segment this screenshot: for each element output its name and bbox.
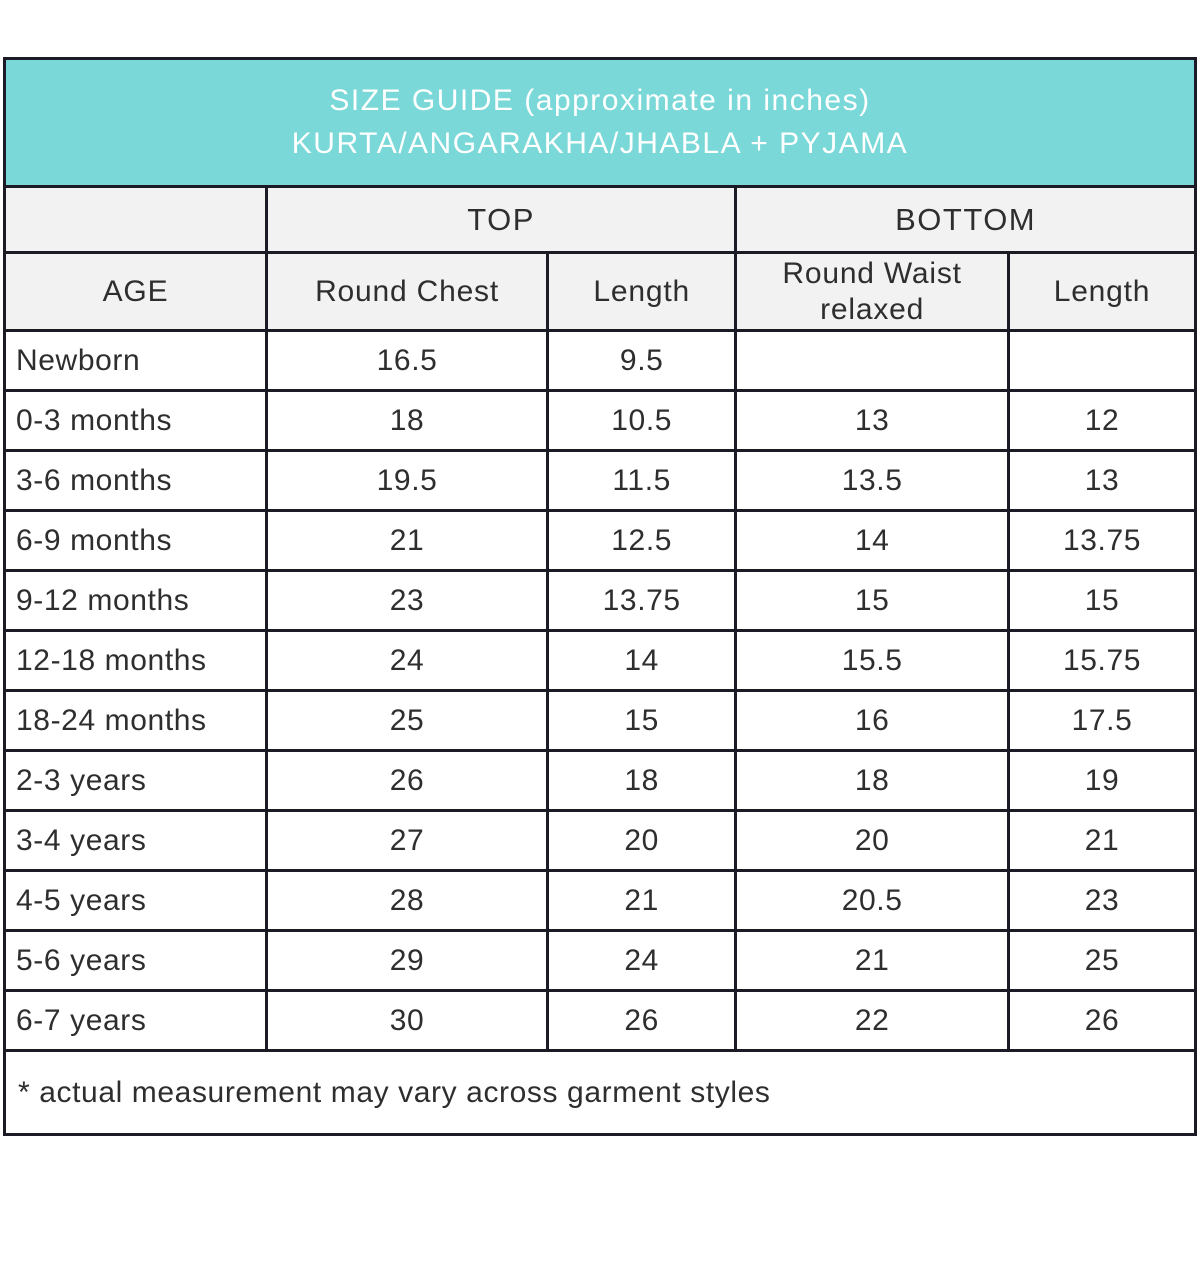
round-chest-cell: 24	[265, 629, 550, 692]
round-waist-cell: 14	[734, 509, 1010, 572]
table-row-3-4-years: 3-4 years 27 20 20 21	[2, 809, 1198, 872]
top-length-cell: 9.5	[546, 329, 738, 392]
round-waist-cell: 15	[734, 569, 1010, 632]
top-length-cell: 21	[546, 869, 738, 932]
bottom-length-cell: 15.75	[1006, 629, 1198, 692]
age-cell: 3-4 years	[2, 809, 269, 872]
bottom-length-cell: 21	[1006, 809, 1198, 872]
bottom-length-cell: 26	[1006, 989, 1198, 1052]
bottom-length-cell	[1006, 329, 1198, 392]
round-chest-cell: 16.5	[265, 329, 550, 392]
age-cell: 6-9 months	[2, 509, 269, 572]
group-header-top: TOP	[265, 185, 738, 254]
bottom-length-cell: 17.5	[1006, 689, 1198, 752]
round-chest-cell: 18	[265, 389, 550, 452]
footnote-text: * actual measurement may vary across gar…	[3, 1049, 1197, 1136]
bottom-length-cell: 25	[1006, 929, 1198, 992]
top-length-cell: 15	[546, 689, 738, 752]
round-chest-cell: 23	[265, 569, 550, 632]
age-cell: 5-6 years	[2, 929, 269, 992]
column-header-row: AGE Round Chest Length Round Waist relax…	[2, 251, 1198, 332]
round-chest-cell: 21	[265, 509, 550, 572]
round-waist-cell	[734, 329, 1010, 392]
round-waist-cell: 13	[734, 389, 1010, 452]
table-row-2-3-years: 2-3 years 26 18 18 19	[2, 749, 1198, 812]
age-cell: Newborn	[2, 329, 269, 392]
round-chest-cell: 27	[265, 809, 550, 872]
table-row-5-6-years: 5-6 years 29 24 21 25	[2, 929, 1198, 992]
age-cell: 6-7 years	[2, 989, 269, 1052]
round-waist-cell: 22	[734, 989, 1010, 1052]
table-row-0-3-months: 0-3 months 18 10.5 13 12	[2, 389, 1198, 452]
table-row-18-24-months: 18-24 months 25 15 16 17.5	[2, 689, 1198, 752]
round-chest-cell: 19.5	[265, 449, 550, 512]
age-cell: 4-5 years	[2, 869, 269, 932]
corner-empty-cell	[2, 185, 269, 254]
top-length-cell: 18	[546, 749, 738, 812]
size-guide-banner: SIZE GUIDE (approximate in inches) KURTA…	[3, 57, 1197, 188]
table-row-4-5-years: 4-5 years 28 21 20.5 23	[2, 869, 1198, 932]
banner-title-line2: KURTA/ANGARAKHA/JHABLA + PYJAMA	[291, 126, 909, 160]
column-header-age: AGE	[2, 251, 269, 332]
bottom-length-cell: 15	[1006, 569, 1198, 632]
top-length-cell: 26	[546, 989, 738, 1052]
round-waist-cell: 15.5	[734, 629, 1010, 692]
age-cell: 0-3 months	[2, 389, 269, 452]
round-waist-cell: 13.5	[734, 449, 1010, 512]
round-waist-cell: 20.5	[734, 869, 1010, 932]
table-row-newborn: Newborn 16.5 9.5	[2, 329, 1198, 392]
column-header-top-length: Length	[546, 251, 738, 332]
bottom-length-cell: 19	[1006, 749, 1198, 812]
top-length-cell: 12.5	[546, 509, 738, 572]
column-header-round-waist: Round Waist relaxed	[734, 251, 1010, 332]
round-waist-cell: 18	[734, 749, 1010, 812]
age-cell: 18-24 months	[2, 689, 269, 752]
round-waist-cell: 16	[734, 689, 1010, 752]
column-header-round-chest: Round Chest	[265, 251, 550, 332]
size-guide-table: SIZE GUIDE (approximate in inches) KURTA…	[2, 57, 1198, 1136]
round-waist-cell: 20	[734, 809, 1010, 872]
age-cell: 3-6 months	[2, 449, 269, 512]
bottom-length-cell: 12	[1006, 389, 1198, 452]
footnote-row: * actual measurement may vary across gar…	[3, 1049, 1197, 1136]
age-cell: 2-3 years	[2, 749, 269, 812]
table-row-9-12-months: 9-12 months 23 13.75 15 15	[2, 569, 1198, 632]
table-row-12-18-months: 12-18 months 24 14 15.5 15.75	[2, 629, 1198, 692]
table-row-3-6-months: 3-6 months 19.5 11.5 13.5 13	[2, 449, 1198, 512]
top-length-cell: 14	[546, 629, 738, 692]
bottom-length-cell: 13.75	[1006, 509, 1198, 572]
round-chest-cell: 29	[265, 929, 550, 992]
round-waist-cell: 21	[734, 929, 1010, 992]
group-header-row: TOP BOTTOM	[2, 185, 1197, 254]
bottom-length-cell: 13	[1006, 449, 1198, 512]
age-cell: 9-12 months	[2, 569, 269, 632]
bottom-length-cell: 23	[1006, 869, 1198, 932]
group-header-bottom: BOTTOM	[734, 185, 1197, 254]
round-chest-cell: 26	[265, 749, 550, 812]
banner-row: SIZE GUIDE (approximate in inches) KURTA…	[3, 57, 1197, 188]
table-row-6-7-years: 6-7 years 30 26 22 26	[2, 989, 1198, 1052]
round-chest-cell: 25	[265, 689, 550, 752]
top-length-cell: 10.5	[546, 389, 738, 452]
banner-title-line1: SIZE GUIDE (approximate in inches)	[329, 83, 871, 117]
round-chest-cell: 30	[265, 989, 550, 1052]
top-length-cell: 24	[546, 929, 738, 992]
top-length-cell: 20	[546, 809, 738, 872]
table-row-6-9-months: 6-9 months 21 12.5 14 13.75	[2, 509, 1198, 572]
age-cell: 12-18 months	[2, 629, 269, 692]
top-length-cell: 13.75	[546, 569, 738, 632]
top-length-cell: 11.5	[546, 449, 738, 512]
column-header-bottom-length: Length	[1006, 251, 1198, 332]
round-chest-cell: 28	[265, 869, 550, 932]
